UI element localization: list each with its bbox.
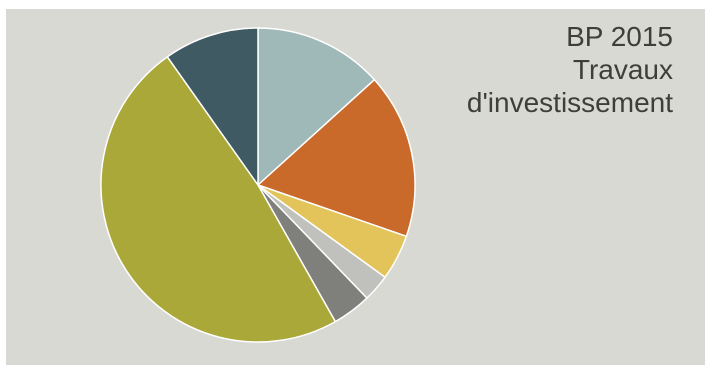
chart-title-line-3: d'investissement bbox=[466, 87, 673, 118]
chart-title-line-2: Travaux bbox=[572, 54, 673, 85]
pie-slice-6 bbox=[100, 55, 337, 343]
chart-title-line-1: BP 2015 bbox=[566, 21, 673, 52]
pie-slice-2 bbox=[256, 78, 416, 238]
pie-slice-7 bbox=[166, 27, 259, 188]
pie-slice-1 bbox=[257, 27, 376, 187]
